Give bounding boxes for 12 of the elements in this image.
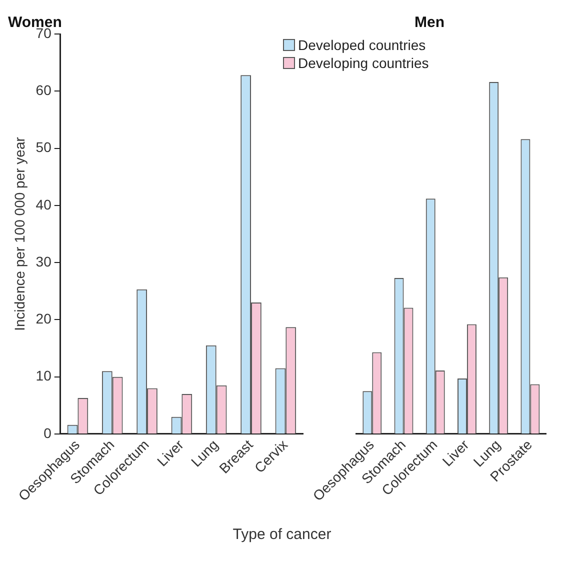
y-tick-label: 50 xyxy=(36,139,52,156)
y-tick-label: 60 xyxy=(36,82,52,98)
x-axis-title: Type of cancer xyxy=(232,526,332,543)
y-tick-label: 30 xyxy=(36,253,52,270)
chart-title: Men xyxy=(414,14,444,32)
legend-label: Developing countries xyxy=(298,54,429,72)
y-tick-label: 40 xyxy=(36,196,52,212)
y-axis-title: Incidence per 100 000 per year xyxy=(11,136,28,331)
y-tick-label: 10 xyxy=(36,368,52,384)
y-tick-label: 20 xyxy=(36,310,52,327)
y-tick-label: 0 xyxy=(44,424,52,441)
legend-label: Developed countries xyxy=(298,36,426,54)
